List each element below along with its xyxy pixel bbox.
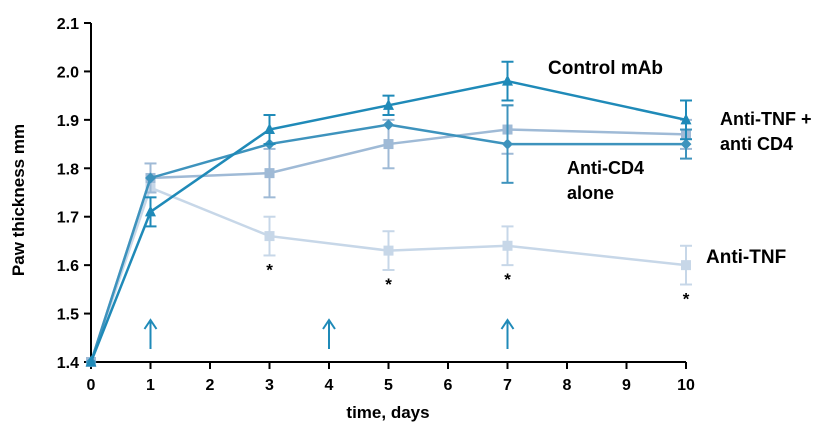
y-tick-label: 1.6	[57, 258, 79, 275]
x-tick-label: 2	[206, 377, 215, 394]
x-tick-label: 6	[444, 377, 453, 394]
dose-arrow-head	[500, 318, 515, 330]
label-anti-tnf: Anti-TNF	[706, 247, 786, 268]
label-anti-cd4-line1: Anti-CD4	[567, 158, 644, 178]
y-tick-label: 2.0	[57, 64, 79, 81]
data-point	[502, 240, 513, 251]
label-anti-tnf-cd4-line1: Anti-TNF +	[720, 109, 812, 129]
label-control-mab: Control mAb	[548, 58, 663, 79]
data-point	[680, 113, 692, 125]
data-point	[264, 123, 275, 135]
x-tick-label: 0	[87, 377, 96, 394]
data-point	[145, 205, 156, 217]
dose-arrow-head	[322, 318, 336, 330]
data-point	[264, 168, 275, 179]
significance-marker: *	[504, 270, 511, 289]
series-line	[89, 186, 687, 363]
x-tick-label: 3	[265, 377, 274, 394]
x-tick-label: 7	[503, 377, 512, 394]
label-anti-cd4-line2: alone	[567, 183, 614, 203]
dose-arrow-head	[143, 318, 158, 330]
data-point	[383, 119, 394, 131]
data-point	[680, 138, 692, 150]
data-point	[502, 138, 513, 150]
data-point	[383, 98, 394, 110]
dose-arrow-icon	[143, 318, 158, 349]
x-axis-label: time, days	[346, 403, 429, 422]
data-point	[383, 139, 394, 150]
data-point	[502, 74, 513, 86]
y-tick-label: 2.1	[57, 16, 79, 33]
x-tick-label: 1	[146, 377, 155, 394]
x-tick-label: 4	[325, 377, 334, 394]
ticks: 0 1 2 3 4 5 6 7 8 9 10 1.4 1.5 1.6 1.7 1.8 1.9 2.0 2.1	[57, 16, 695, 394]
significance-marker: *	[266, 260, 273, 279]
y-tick-label: 1.8	[57, 161, 79, 178]
y-tick-label: 1.9	[57, 113, 79, 130]
dose-arrow-icon	[500, 318, 515, 349]
data-point	[383, 245, 394, 256]
y-tick-label: 1.7	[57, 210, 79, 227]
series-anti-tnf-anti-cd4	[85, 104, 692, 368]
label-anti-tnf-cd4-line2: anti CD4	[720, 134, 793, 154]
series-layer: * * * *	[85, 60, 692, 368]
dose-arrow-icon	[322, 318, 336, 349]
x-tick-label: 10	[677, 377, 695, 394]
significance-marker: *	[683, 290, 690, 309]
x-tick-label: 9	[622, 377, 631, 394]
y-tick-label: 1.5	[57, 307, 79, 324]
significance-marker: *	[385, 275, 392, 294]
y-tick-label: 1.4	[57, 355, 79, 372]
x-tick-label: 8	[563, 377, 572, 394]
series-line	[89, 79, 687, 363]
dose-arrows	[143, 318, 515, 349]
x-tick-label: 5	[384, 377, 393, 394]
y-axis-label: Paw thickness mm	[9, 124, 28, 276]
data-point	[85, 355, 97, 367]
data-point	[264, 231, 275, 242]
data-point	[681, 260, 691, 271]
data-point	[145, 172, 156, 184]
series-control-mab	[85, 60, 692, 367]
series-line	[89, 123, 686, 363]
